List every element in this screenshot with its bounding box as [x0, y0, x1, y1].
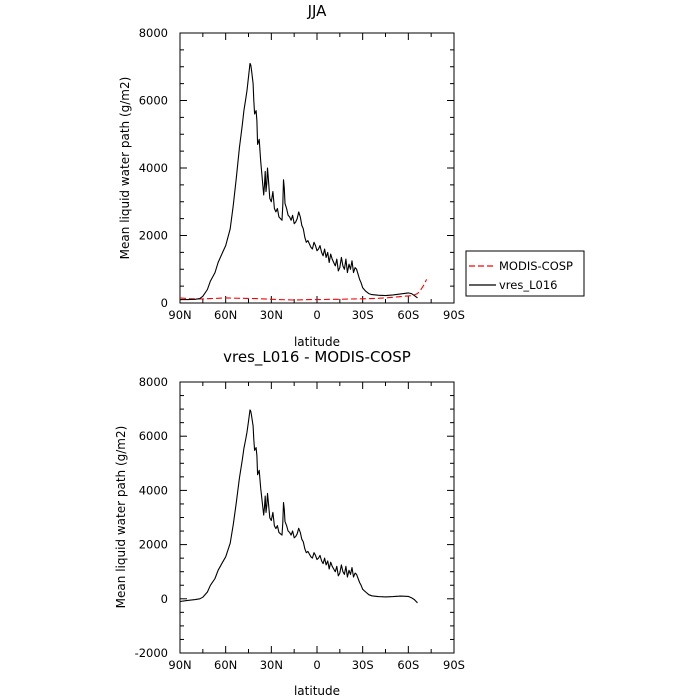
series-line-vres-l016	[180, 62, 418, 301]
x-tick-label: 60N	[214, 308, 237, 322]
legend-label-modis-cosp: MODIS-COSP	[499, 259, 573, 273]
y-tick-label: 4000	[139, 483, 168, 497]
x-tick-label: 90N	[168, 308, 191, 322]
y-tick-label: 8000	[139, 26, 168, 40]
series-layer	[179, 409, 418, 604]
y-tick-label: 8000	[139, 375, 168, 389]
y-tick-label: 0	[161, 592, 168, 606]
x-axis-label: latitude	[294, 684, 340, 698]
y-tick-label: 2000	[139, 538, 168, 552]
series-line-modis-cosp	[179, 279, 428, 301]
y-tick-label: 6000	[139, 429, 168, 443]
x-tick-label: 30S	[352, 308, 374, 322]
y-tick-label: -2000	[135, 646, 168, 660]
y-tick-label: 2000	[139, 229, 168, 243]
x-tick-label: 30N	[260, 308, 283, 322]
plot-frame	[179, 32, 455, 304]
y-tick-label: 4000	[139, 161, 168, 175]
axis-ticks: 90N 60N 30N 0 30S 60S 90S 0 2000 4000 6000 8000	[139, 26, 465, 322]
series-layer	[179, 62, 428, 301]
x-tick-label: 30N	[260, 658, 283, 672]
chart-panel-difference: vres_L016 - MODIS-COSP 90N 60N 30N 0 30S 60S 9…	[114, 348, 465, 698]
x-tick-label: 60S	[397, 658, 419, 672]
legend-label-vres-l016: vres_L016	[499, 278, 557, 292]
x-tick-label: 90N	[168, 658, 191, 672]
x-tick-label: 90S	[443, 308, 465, 322]
x-tick-label: 0	[313, 308, 320, 322]
chart-panel-jja: JJA 90N 60N 30N 0 30S 60S 90S 0 2000 4000 6000 8000…	[118, 2, 585, 349]
x-tick-label: 90S	[443, 658, 465, 672]
y-tick-label: 0	[161, 296, 168, 310]
x-tick-label: 30S	[352, 658, 374, 672]
y-tick-label: 6000	[139, 94, 168, 108]
y-axis-label: Mean liquid water path (g/m2)	[118, 77, 132, 260]
plot-frame	[179, 381, 455, 654]
legend: MODIS-COSP vres_L016	[465, 250, 585, 297]
x-axis-label: latitude	[294, 335, 340, 349]
series-line-difference	[179, 409, 418, 604]
chart-title: JJA	[307, 2, 328, 20]
y-axis-label: Mean liquid water path (g/m2)	[114, 426, 128, 609]
x-tick-label: 60N	[214, 658, 237, 672]
chart-title: vres_L016 - MODIS-COSP	[223, 348, 411, 367]
x-tick-label: 0	[313, 658, 320, 672]
axis-ticks: 90N 60N 30N 0 30S 60S 90S -2000 0 2000 4000 6000 800…	[135, 375, 465, 672]
x-tick-label: 60S	[397, 308, 419, 322]
legend-box	[465, 250, 585, 297]
